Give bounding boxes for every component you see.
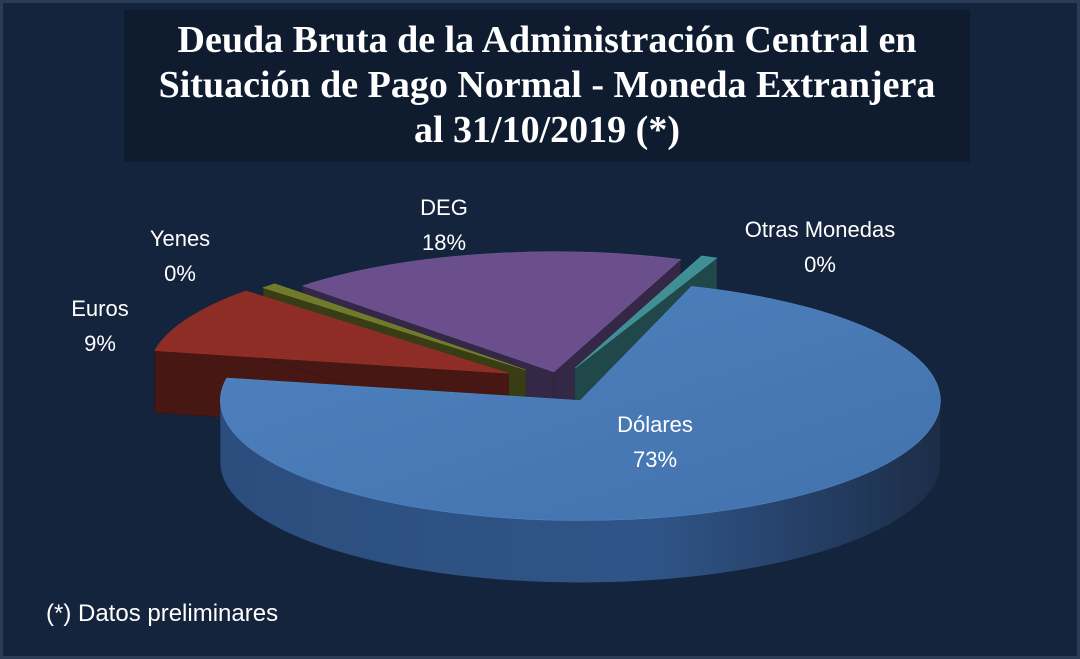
title-box — [124, 10, 970, 162]
title-line-2: Situación de Pago Normal - Moneda Extran… — [158, 64, 936, 106]
data-value-dolares: 73% — [633, 447, 677, 472]
chart-title: Deuda Bruta de la Administración Central… — [124, 18, 970, 153]
slice-dolares-side — [220, 400, 941, 583]
data-value-yenes: 0% — [164, 261, 196, 286]
data-value-otras-monedas: 0% — [804, 252, 836, 277]
slice-dolares — [220, 285, 941, 583]
data-value-euros: 9% — [84, 331, 116, 356]
slices-layer — [154, 251, 941, 583]
slice-yenes-top — [262, 283, 526, 371]
footnote: (*) Datos preliminares — [46, 600, 279, 627]
data-value-deg: 18% — [422, 230, 466, 255]
title-line-1: Deuda Bruta de la Administración Central… — [177, 19, 917, 61]
slice-dolares-top — [220, 286, 941, 521]
data-label-dolares: Dólares — [617, 412, 693, 437]
slice-deg-top — [301, 251, 682, 373]
data-label-deg: DEG — [420, 195, 468, 220]
slice-euros-top — [154, 290, 509, 374]
data-label-otras-monedas: Otras Monedas — [745, 217, 895, 242]
data-label-euros: Euros — [71, 296, 128, 321]
data-label-yenes: Yenes — [150, 226, 210, 251]
title-line-3: al 31/10/2019 (*) — [414, 109, 680, 151]
labels-layer: Dólares 73% Euros 9% Yenes 0% DEG 18% Otras Mone… — [71, 195, 895, 472]
slice-otras-monedas-top — [574, 255, 718, 369]
